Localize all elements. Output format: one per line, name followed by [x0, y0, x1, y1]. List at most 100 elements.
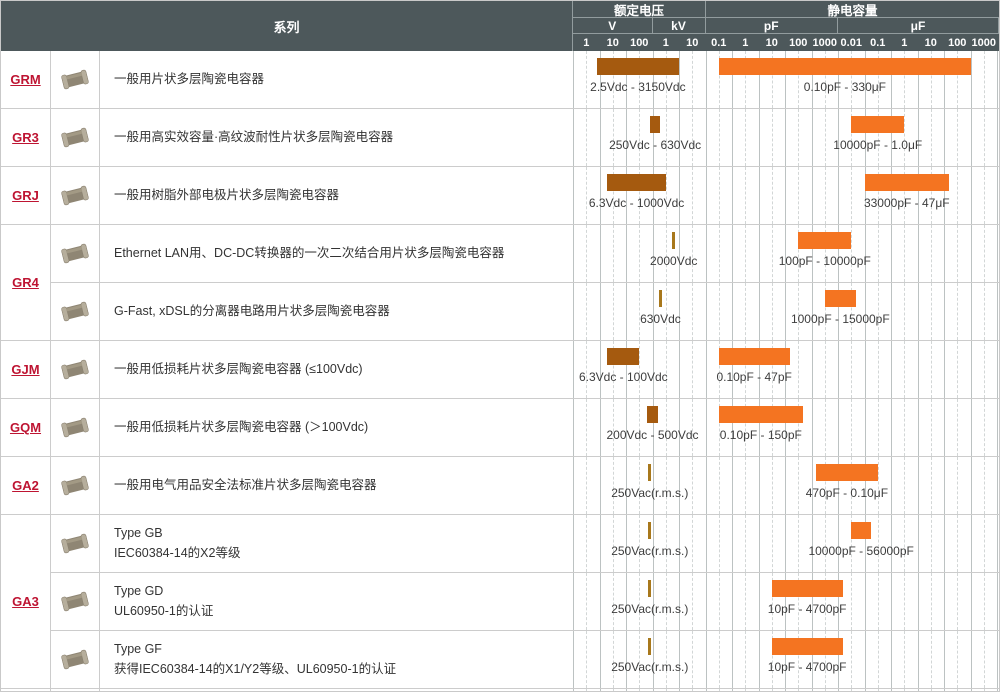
capacitor-chip-icon: [61, 417, 89, 438]
grid-line-solid: [758, 631, 760, 688]
grid-line-solid: [997, 631, 998, 688]
series-link-grj[interactable]: GRJ: [12, 188, 39, 203]
grid-line-solid: [599, 573, 601, 630]
grid-line-dashed: [851, 167, 853, 224]
voltage-value-mark: [648, 522, 652, 539]
chip-image-cell: [51, 399, 100, 456]
grid-line-dashed: [877, 515, 879, 572]
series-link-gr3[interactable]: GR3: [12, 130, 39, 145]
grid-line-dashed: [586, 341, 588, 398]
grid-line-dashed: [718, 225, 720, 282]
grid-line-dashed: [957, 515, 959, 572]
grid-line-solid: [573, 225, 574, 282]
series-link-gqm[interactable]: GQM: [9, 420, 42, 435]
range-chart-cell: 630Vdc 1000pF - 15000pF: [573, 283, 999, 340]
grid-line-dashed: [612, 109, 614, 166]
grid-line-solid: [679, 51, 680, 108]
grid-line-solid: [732, 515, 733, 572]
grid-line-dashed: [692, 51, 694, 108]
grid-line-solid: [732, 341, 733, 398]
grid-line-solid: [732, 225, 733, 282]
grid-line-dashed: [904, 689, 906, 691]
chip-image-cell: [51, 457, 100, 514]
grid-line-solid: [679, 457, 680, 514]
series-link-gjm[interactable]: GJM: [11, 362, 40, 377]
grid-line-solid: [785, 515, 786, 572]
voltage-range-bar: [647, 406, 658, 423]
table-row: Type GB IEC60384-14的X2等级 250Vac(r.m.s.) 100…: [51, 515, 999, 573]
grid-line-dashed: [665, 399, 667, 456]
series-link-ga3[interactable]: GA3: [12, 594, 39, 609]
grid-line-dashed: [665, 109, 667, 166]
grid-line-dashed: [771, 573, 773, 630]
grid-line-solid: [944, 689, 945, 691]
grid-line-solid: [758, 341, 760, 398]
grid-line-dashed: [612, 283, 614, 340]
grid-line-dashed: [692, 283, 694, 340]
grid-line-solid: [705, 689, 707, 691]
grid-line-solid: [864, 457, 866, 514]
grid-line-dashed: [824, 109, 826, 166]
grid-line-solid: [599, 341, 601, 398]
series-link-ga2[interactable]: GA2: [12, 478, 39, 493]
grid-line-solid: [917, 573, 919, 630]
grid-line-dashed: [745, 399, 747, 456]
grid-line-solid: [891, 689, 892, 691]
grid-line-dashed: [665, 51, 667, 108]
grid-line-solid: [679, 515, 680, 572]
grid-line-dashed: [851, 51, 853, 108]
grid-line-solid: [811, 515, 813, 572]
chip-image-cell: [51, 283, 100, 340]
grid-line-solid: [732, 631, 733, 688]
grid-line-solid: [997, 283, 998, 340]
grid-line-solid: [917, 109, 919, 166]
series-cell: GQM: [1, 399, 51, 456]
grid-line-dashed: [586, 109, 588, 166]
description-line: Type GD: [114, 584, 164, 599]
grid-line-dashed: [851, 457, 853, 514]
grid-line-dashed: [586, 573, 588, 630]
grid-line-solid: [705, 109, 707, 166]
grid-line-solid: [891, 573, 892, 630]
grid-line-solid: [944, 457, 945, 514]
grid-line-dashed: [612, 515, 614, 572]
voltage-range-bar: [607, 348, 640, 365]
grid-line-solid: [997, 457, 998, 514]
grid-line-solid: [891, 167, 892, 224]
grid-line-solid: [838, 225, 839, 282]
grid-line-dashed: [904, 515, 906, 572]
grid-line-dashed: [639, 457, 641, 514]
grid-line-solid: [652, 457, 654, 514]
grid-line-dashed: [930, 51, 932, 108]
series-cell: GRM: [1, 51, 51, 108]
grid-line-dashed: [639, 283, 641, 340]
grid-line-solid: [626, 51, 627, 108]
grid-line-solid: [652, 109, 654, 166]
grid-line-dashed: [824, 399, 826, 456]
series-cell: GJM: [1, 341, 51, 398]
capacitance-range-bar: [771, 580, 843, 597]
grid-line-solid: [785, 51, 786, 108]
grid-line-dashed: [877, 689, 879, 691]
grid-line-dashed: [824, 341, 826, 398]
grid-line-solid: [785, 283, 786, 340]
grid-line-solid: [652, 51, 654, 108]
capacitance-range-label: 0.10pF - 150pF: [719, 428, 802, 442]
grid-line-solid: [785, 167, 786, 224]
voltage-range-bar: [607, 174, 666, 191]
grid-line-dashed: [877, 167, 879, 224]
grid-line-dashed: [904, 457, 906, 514]
grid-line-solid: [970, 51, 972, 108]
grid-line-solid: [573, 689, 574, 691]
grid-line-dashed: [665, 689, 667, 691]
capacitance-range-label: 100pF - 10000pF: [778, 254, 871, 268]
table-row: 一般用电气用品安全法标准片状多层陶瓷电容器 250Vac(r.m.s.) 470pF…: [51, 457, 999, 514]
capacitance-range-label: 10000pF - 1.0μF: [833, 138, 923, 152]
capacitor-chip-icon: [61, 127, 89, 148]
series-link-gr4[interactable]: GR4: [12, 275, 39, 290]
grid-line-dashed: [639, 109, 641, 166]
grid-line-solid: [891, 515, 892, 572]
series-link-grm[interactable]: GRM: [10, 72, 41, 87]
grid-line-solid: [917, 225, 919, 282]
